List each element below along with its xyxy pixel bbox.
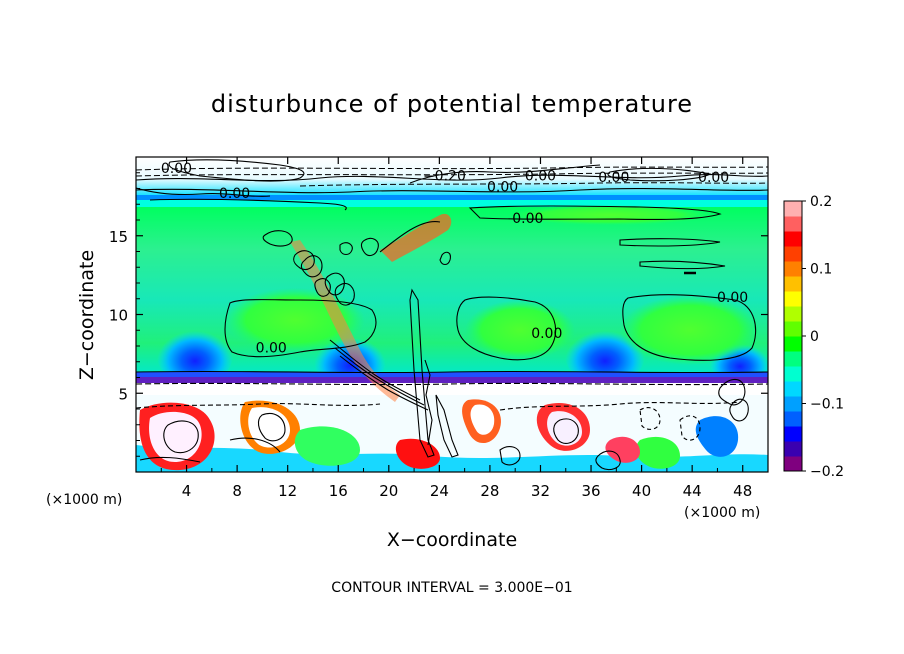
colorbar: 0.2 0.1 0 −0.1 −0.2 [783, 194, 844, 480]
x-tick-label: 44 [683, 482, 702, 500]
x-tick-label: 8 [232, 482, 242, 500]
contour-label: 0.00 [598, 170, 629, 186]
colorbar-tick-label: −0.2 [810, 464, 844, 480]
colorbar-swatch [784, 366, 802, 382]
colorbar-swatch [784, 336, 802, 352]
colorbar-tick-label: 0.2 [810, 194, 832, 210]
colorbar-swatch [784, 441, 802, 457]
colorbar-tick-label: −0.1 [810, 397, 844, 413]
x-tick-label: 12 [278, 482, 297, 500]
contour-label: 0.00 [161, 161, 192, 177]
colorbar-swatch [784, 396, 802, 412]
heatmap-field [136, 157, 768, 472]
contour-label: 0.00 [487, 180, 518, 196]
x-tick-label: 20 [379, 482, 398, 500]
colorbar-swatch [784, 216, 802, 232]
colorbar-swatch [784, 381, 802, 397]
colorbar-swatch [784, 276, 802, 292]
contour-label: 0.00 [219, 186, 250, 202]
x-unit-left: (×1000 m) [46, 492, 122, 508]
contour-label: 0.00 [717, 290, 748, 306]
contour-label: 0.00 [256, 340, 287, 356]
contour-label: −0.20 [423, 169, 466, 185]
x-tick-label: 16 [329, 482, 348, 500]
colorbar-tick-label: 0.1 [810, 262, 832, 278]
x-unit-right: (×1000 m) [684, 505, 760, 521]
x-tick-label: 24 [430, 482, 449, 500]
colorbar-swatch [784, 231, 802, 247]
contour-label: 0.00 [531, 326, 562, 342]
y-axis-label: Z−coordinate [76, 250, 98, 380]
colorbar-swatch [784, 411, 802, 427]
chart-title: disturbunce of potential temperature [211, 90, 693, 118]
x-tick-label: 28 [480, 482, 499, 500]
colorbar-swatch [784, 246, 802, 262]
x-axis-label: X−coordinate [387, 529, 517, 551]
colorbar-swatch [784, 201, 802, 217]
y-tick-label: 5 [118, 385, 128, 403]
contour-label: 0.00 [512, 211, 543, 227]
x-tick-label: 32 [531, 482, 550, 500]
y-tick-label: 10 [109, 307, 128, 325]
x-tick-label: 36 [581, 482, 600, 500]
colorbar-swatch [784, 351, 802, 367]
y-axis: 5 10 15 [109, 172, 768, 457]
colorbar-swatch [784, 426, 802, 442]
y-tick-label: 15 [109, 228, 128, 246]
colorbar-swatch [784, 321, 802, 337]
contour-label: 0.00 [525, 169, 556, 185]
contour-labels: 0.00 0.00 −0.20 0.00 0.00 0.00 0.00 0.00 0.00 0.0… [161, 161, 748, 357]
colorbar-swatch [784, 306, 802, 322]
colorbar-swatch [784, 456, 802, 472]
x-tick-label: 4 [182, 482, 192, 500]
contour-label: 0.00 [698, 170, 729, 186]
colorbar-swatch [784, 261, 802, 277]
contour-interval-note: CONTOUR INTERVAL = 3.000E−01 [331, 580, 572, 596]
x-tick-label: 48 [733, 482, 752, 500]
colorbar-tick-label: 0 [810, 329, 819, 345]
x-tick-label: 40 [632, 482, 651, 500]
colorbar-swatch [784, 291, 802, 307]
x-axis: 4 8 12 16 20 24 28 32 36 40 44 48 [160, 157, 752, 500]
